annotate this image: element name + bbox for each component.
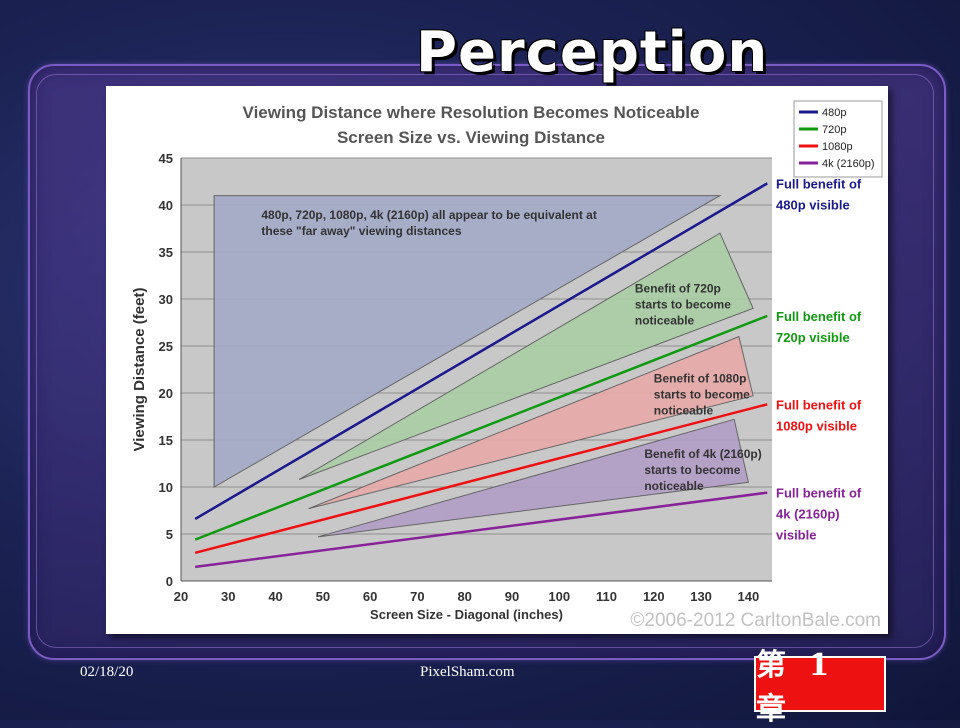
- region-1: [213, 195, 722, 488]
- y-tick-label: 25: [159, 339, 173, 354]
- y-tick-label: 15: [159, 433, 173, 448]
- y-tick-label: 10: [159, 480, 173, 495]
- x-tick-label: 140: [738, 589, 760, 604]
- series-end-label: 480p visible: [776, 197, 850, 212]
- series-end-label: Full benefit of: [776, 397, 862, 412]
- region-label: 480p, 720p, 1080p, 4k (2160p) all appear…: [261, 208, 596, 222]
- x-tick-label: 100: [548, 589, 570, 604]
- series-end-label: Full benefit of: [776, 309, 862, 324]
- slide-title: Perception: [416, 20, 769, 85]
- y-tick-label: 35: [159, 245, 173, 260]
- x-tick-label: 20: [174, 589, 188, 604]
- chart-subtitle: Screen Size vs. Viewing Distance: [337, 128, 605, 147]
- x-tick-label: 30: [221, 589, 235, 604]
- region-label: starts to become: [635, 297, 731, 311]
- x-tick-label: 50: [316, 589, 330, 604]
- x-tick-label: 130: [690, 589, 712, 604]
- series-line-480p: [194, 182, 768, 521]
- series-end-label: Full benefit of: [776, 486, 862, 501]
- region-label: these "far away" viewing distances: [261, 224, 461, 238]
- region-label: Benefit of 4k (2160p): [644, 447, 761, 461]
- y-tick-label: 45: [159, 151, 173, 166]
- region-4: [317, 418, 749, 538]
- footer-date: 02/18/20: [80, 664, 134, 680]
- region-2: [298, 232, 754, 480]
- y-tick-label: 0: [166, 574, 173, 589]
- region-label: noticeable: [644, 479, 704, 493]
- region-label: Benefit of 720p: [635, 281, 721, 295]
- series-line-4k-2160p-: [195, 491, 768, 569]
- footer-site: PixelSham.com: [420, 664, 515, 680]
- x-tick-label: 60: [363, 589, 377, 604]
- series-end-label: 4k (2160p): [776, 507, 840, 522]
- series-end-label: visible: [776, 528, 816, 543]
- copyright-watermark: ©2006-2012 CarltonBale.com: [630, 610, 881, 631]
- series-end-label: Full benefit of: [776, 176, 862, 191]
- x-tick-label: 40: [268, 589, 282, 604]
- x-tick-label: 70: [410, 589, 424, 604]
- chapter-badge: 第 1 章: [754, 648, 886, 727]
- y-tick-label: 20: [159, 386, 173, 401]
- y-tick-label: 5: [166, 527, 173, 542]
- series-end-label: 1080p visible: [776, 418, 857, 433]
- y-tick-label: 40: [159, 198, 173, 213]
- slide-frame-inner-border: [36, 74, 934, 648]
- x-tick-label: 120: [643, 589, 665, 604]
- series-line-720p: [194, 314, 768, 541]
- region-label: noticeable: [635, 313, 695, 327]
- x-axis-label: Screen Size - Diagonal (inches): [370, 607, 563, 622]
- legend-entry: 1080p: [822, 141, 853, 153]
- region-label: Benefit of 1080p: [654, 372, 747, 386]
- viewing-distance-chart: 0 5 10 15 20 25 30 35 40 45 20 30 40 50 60 70 80 90 100 110…: [131, 100, 883, 631]
- legend-entry: 720p: [822, 124, 846, 136]
- series-end-label: 720p visible: [776, 330, 850, 345]
- region-label: starts to become: [644, 463, 740, 477]
- y-axis-label: Viewing Distance (feet): [131, 288, 148, 452]
- legend-entry: 4k (2160p): [822, 158, 875, 170]
- region-label: starts to become: [654, 388, 750, 402]
- chart-card: 0 5 10 15 20 25 30 35 40 45 20 30 40 50 60 70 80 90 100 110…: [106, 86, 888, 634]
- y-tick-label: 30: [159, 292, 173, 307]
- x-tick-label: 80: [457, 589, 471, 604]
- series-line-1080p: [194, 403, 768, 555]
- chart-title: Viewing Distance where Resolution Become…: [243, 103, 700, 122]
- x-tick-label: 90: [505, 589, 519, 604]
- legend-entry: 480p: [822, 107, 846, 119]
- x-tick-label: 110: [596, 589, 617, 604]
- region-label: noticeable: [654, 404, 714, 418]
- region-3: [308, 335, 754, 510]
